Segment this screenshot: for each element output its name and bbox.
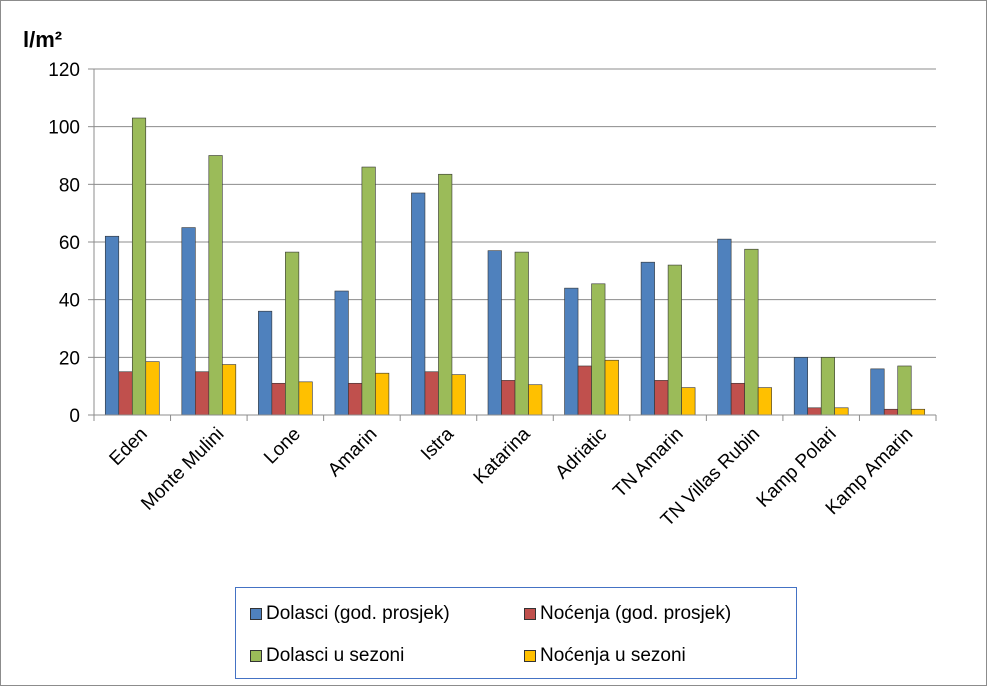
- bar-2-kamp-amarin: [883, 408, 899, 416]
- legend-swatch-1: [250, 608, 262, 620]
- bar-4-tn-villas-rubin: [757, 387, 772, 416]
- bar-1-eden: [104, 235, 120, 416]
- bar-1-adriatic: [564, 287, 579, 416]
- bar-1-amarin: [334, 290, 349, 416]
- bar-1-kamp-polari: [793, 357, 808, 416]
- bar-2-katarina: [501, 380, 516, 416]
- bar-3-katarina: [514, 251, 529, 416]
- bar-2-lone: [271, 382, 286, 416]
- legend: Dolasci (god. prosjek) Noćenja (god. pro…: [235, 587, 797, 679]
- x-tick-label: TN Amarin: [609, 424, 687, 502]
- bar-4-eden: [145, 361, 160, 416]
- bar-1-kamp-amarin: [870, 368, 885, 416]
- bar-4-kamp-amarin: [910, 408, 926, 416]
- bar-1-tn-villas-rubin: [717, 238, 732, 416]
- y-tick-label: 20: [59, 348, 80, 369]
- x-tick-label: Monte Mulini: [137, 424, 228, 515]
- y-tick-label: 100: [48, 118, 80, 139]
- x-tick-label: Amarin: [324, 424, 381, 481]
- y-tick-label: 120: [48, 60, 80, 81]
- y-tick-label: 80: [59, 175, 80, 196]
- bar-3-eden: [131, 117, 147, 416]
- bar-1-katarina: [487, 250, 502, 416]
- legend-label-1: Dolasci (god. prosjek): [266, 603, 450, 624]
- x-tick-label: Istra: [417, 423, 458, 464]
- y-tick-label: 40: [59, 291, 80, 312]
- legend-item-1: Dolasci (god. prosjek): [250, 603, 450, 625]
- bar-1-tn-amarin: [640, 261, 655, 416]
- legend-swatch-4: [524, 650, 536, 662]
- bar-2-tn-villas-rubin: [730, 382, 745, 416]
- bar-3-monte-mulini: [208, 155, 223, 416]
- bar-3-adriatic: [591, 283, 606, 416]
- bar-4-kamp-polari: [834, 407, 849, 416]
- bar-4-amarin: [375, 372, 390, 416]
- legend-swatch-2: [524, 608, 536, 620]
- bar-2-istra: [424, 371, 439, 416]
- bar-1-monte-mulini: [181, 227, 196, 416]
- bar-3-amarin: [361, 166, 376, 416]
- legend-item-4: Noćenja u sezoni: [524, 645, 686, 667]
- x-tick-label: Eden: [106, 424, 152, 470]
- bar-4-istra: [451, 374, 466, 416]
- legend-label-2: Noćenja (god. prosjek): [540, 603, 732, 624]
- legend-swatch-3: [250, 650, 262, 662]
- bar-2-adriatic: [577, 365, 592, 416]
- bar-1-istra: [411, 192, 426, 416]
- legend-label-3: Dolasci u sezoni: [266, 645, 405, 666]
- bar-4-tn-amarin: [681, 387, 696, 416]
- legend-label-4: Noćenja u sezoni: [540, 645, 686, 666]
- bar-4-lone: [298, 381, 313, 416]
- x-tick-label: Katarina: [470, 423, 535, 488]
- bar-3-kamp-amarin: [897, 365, 912, 416]
- bar-1-lone: [258, 310, 273, 416]
- legend-item-3: Dolasci u sezoni: [250, 645, 404, 667]
- bar-2-monte-mulini: [195, 371, 210, 416]
- legend-item-2: Noćenja (god. prosjek): [524, 603, 731, 625]
- bar-2-tn-amarin: [654, 380, 669, 416]
- bar-2-amarin: [348, 382, 363, 416]
- bar-4-adriatic: [604, 359, 619, 416]
- bar-2-eden: [118, 371, 133, 416]
- x-tick-label: Lone: [260, 424, 305, 469]
- bar-3-tn-villas-rubin: [744, 248, 759, 416]
- y-tick-label: 0: [69, 406, 80, 427]
- bar-3-kamp-polari: [820, 357, 835, 416]
- y-tick-label: 60: [59, 233, 80, 254]
- bar-3-istra: [438, 173, 453, 416]
- bar-3-tn-amarin: [667, 264, 682, 416]
- x-tick-label: Adriatic: [551, 424, 611, 484]
- bar-4-katarina: [528, 384, 543, 416]
- y-axis-label: l/m²: [23, 27, 63, 52]
- bar-3-lone: [285, 251, 300, 416]
- bar-2-kamp-polari: [807, 407, 822, 416]
- bar-4-monte-mulini: [222, 364, 237, 416]
